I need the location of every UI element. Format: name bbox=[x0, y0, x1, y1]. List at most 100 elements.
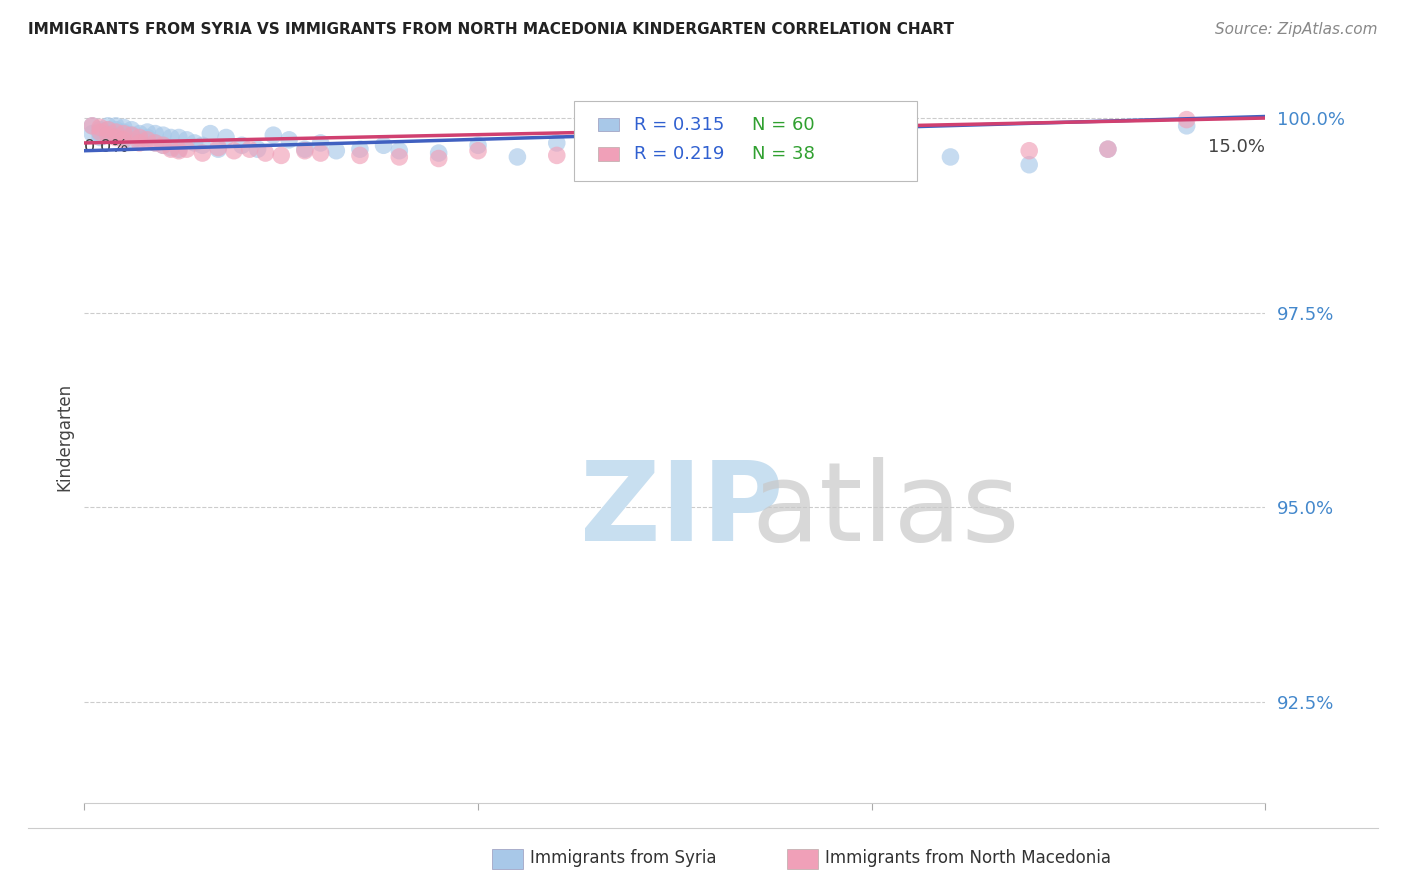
Point bbox=[388, 150, 411, 164]
FancyBboxPatch shape bbox=[598, 147, 620, 161]
Point bbox=[128, 133, 150, 147]
Point bbox=[143, 136, 166, 150]
Point bbox=[136, 125, 159, 139]
Text: 0.0%: 0.0% bbox=[84, 138, 129, 156]
Point bbox=[860, 158, 883, 172]
Point bbox=[82, 127, 104, 141]
Point bbox=[262, 128, 284, 143]
FancyBboxPatch shape bbox=[575, 101, 917, 181]
Point bbox=[349, 148, 371, 162]
Point bbox=[152, 138, 174, 153]
Point bbox=[152, 128, 174, 143]
Point bbox=[860, 148, 883, 162]
Point bbox=[128, 130, 150, 145]
Point bbox=[254, 146, 277, 161]
Point bbox=[121, 128, 143, 143]
Text: ZIP: ZIP bbox=[581, 457, 783, 564]
Point bbox=[782, 146, 804, 161]
Point bbox=[121, 122, 143, 136]
Point bbox=[782, 144, 804, 158]
Text: Immigrants from North Macedonia: Immigrants from North Macedonia bbox=[825, 849, 1111, 867]
Point bbox=[270, 148, 292, 162]
Point bbox=[183, 136, 205, 150]
Point bbox=[624, 150, 647, 164]
Point bbox=[152, 138, 174, 153]
Point bbox=[136, 133, 159, 147]
Text: Immigrants from Syria: Immigrants from Syria bbox=[530, 849, 717, 867]
Text: N = 38: N = 38 bbox=[752, 145, 814, 163]
Point bbox=[325, 144, 347, 158]
Point bbox=[309, 146, 332, 161]
Point bbox=[349, 142, 371, 156]
Point bbox=[546, 148, 568, 162]
Point bbox=[703, 152, 725, 166]
Point bbox=[167, 130, 190, 145]
Point bbox=[585, 142, 607, 156]
Point bbox=[121, 135, 143, 149]
Point bbox=[136, 130, 159, 145]
Point bbox=[97, 127, 120, 141]
Point bbox=[200, 127, 222, 141]
Point bbox=[104, 128, 127, 143]
Point bbox=[89, 127, 111, 141]
Point bbox=[128, 127, 150, 141]
Point bbox=[239, 142, 262, 156]
Y-axis label: Kindergarten: Kindergarten bbox=[55, 383, 73, 491]
Point bbox=[167, 142, 190, 156]
Text: R = 0.219: R = 0.219 bbox=[634, 145, 724, 163]
Point bbox=[160, 142, 183, 156]
Point bbox=[112, 120, 135, 135]
Point bbox=[1175, 112, 1198, 127]
FancyBboxPatch shape bbox=[598, 118, 620, 131]
Point bbox=[104, 122, 127, 136]
Text: Source: ZipAtlas.com: Source: ZipAtlas.com bbox=[1215, 22, 1378, 37]
Point bbox=[309, 136, 332, 150]
Point bbox=[191, 146, 214, 161]
Point bbox=[143, 127, 166, 141]
Point bbox=[97, 122, 120, 136]
Point bbox=[506, 150, 529, 164]
Point bbox=[427, 146, 450, 161]
Point bbox=[104, 119, 127, 133]
Point bbox=[112, 125, 135, 139]
Point bbox=[97, 122, 120, 136]
Point bbox=[128, 136, 150, 150]
Point bbox=[246, 142, 269, 156]
Point bbox=[664, 146, 686, 161]
Point bbox=[112, 133, 135, 147]
Point bbox=[215, 130, 238, 145]
Point bbox=[160, 130, 183, 145]
Point bbox=[546, 136, 568, 150]
Point bbox=[97, 119, 120, 133]
Point bbox=[231, 138, 253, 153]
Text: R = 0.315: R = 0.315 bbox=[634, 116, 724, 134]
Text: N = 60: N = 60 bbox=[752, 116, 814, 134]
Point bbox=[207, 140, 229, 154]
Point bbox=[167, 144, 190, 158]
Point bbox=[388, 144, 411, 158]
Point bbox=[207, 142, 229, 156]
Point bbox=[222, 144, 245, 158]
Point bbox=[82, 119, 104, 133]
Point bbox=[89, 120, 111, 135]
Point bbox=[191, 138, 214, 153]
Point bbox=[112, 127, 135, 141]
Point bbox=[160, 140, 183, 154]
Text: IMMIGRANTS FROM SYRIA VS IMMIGRANTS FROM NORTH MACEDONIA KINDERGARTEN CORRELATIO: IMMIGRANTS FROM SYRIA VS IMMIGRANTS FROM… bbox=[28, 22, 955, 37]
Point bbox=[427, 152, 450, 166]
Point bbox=[176, 133, 198, 147]
Point bbox=[1097, 142, 1119, 156]
Point bbox=[1175, 119, 1198, 133]
Point bbox=[703, 135, 725, 149]
Point bbox=[1018, 144, 1040, 158]
Point bbox=[821, 153, 844, 168]
Point bbox=[82, 119, 104, 133]
Point bbox=[112, 130, 135, 145]
Point bbox=[278, 133, 301, 147]
Point bbox=[467, 138, 489, 153]
Point bbox=[89, 130, 111, 145]
Point bbox=[1018, 158, 1040, 172]
Point bbox=[176, 142, 198, 156]
Point bbox=[467, 144, 489, 158]
Text: atlas: atlas bbox=[752, 457, 1021, 564]
